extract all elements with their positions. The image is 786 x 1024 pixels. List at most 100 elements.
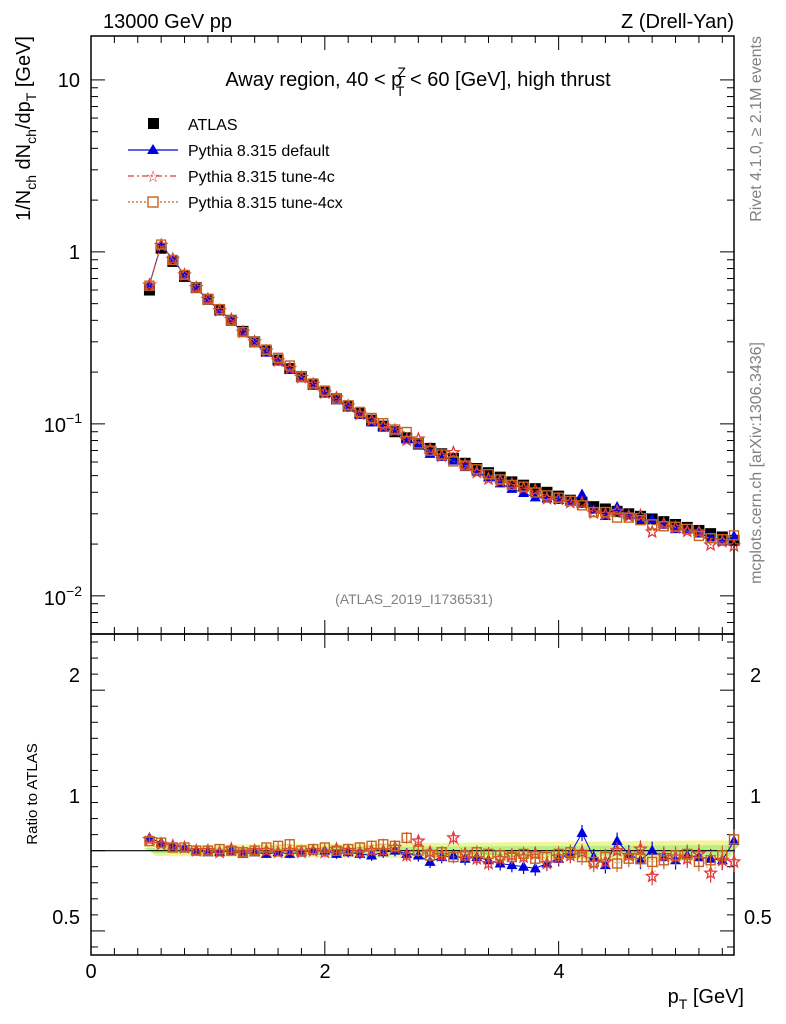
x-tick-label: 4 xyxy=(553,961,564,983)
x-tick-label: 0 xyxy=(85,961,96,983)
series-point-ratio xyxy=(611,835,623,846)
series-point-ratio xyxy=(249,845,260,856)
series-point-ratio xyxy=(191,845,202,856)
legend-label: Pythia 8.315 tune-4c xyxy=(188,169,335,186)
series-point-main xyxy=(424,445,436,456)
main-data-marks xyxy=(142,237,742,553)
series-point-ratio xyxy=(483,848,494,860)
legend-marker-tune4cx xyxy=(147,196,159,208)
series-point-ratio xyxy=(179,842,190,853)
series-point-ratio xyxy=(307,843,319,855)
legend-label: Pythia 8.315 tune-4cx xyxy=(188,195,343,212)
y-tick-label: 1 xyxy=(69,242,80,264)
series-point-main xyxy=(272,352,284,364)
y-tick-labels: 10−2 10−1 1 10 xyxy=(44,70,82,610)
series-point-main xyxy=(576,500,588,511)
legend: ATLAS Pythia 8.315 default ☆ Pythia 8.31… xyxy=(128,117,343,212)
ratio-tick-label: 0.5 xyxy=(52,907,80,929)
series-point-main xyxy=(144,280,155,291)
legend-label: ATLAS xyxy=(188,117,238,134)
series-point-main xyxy=(237,326,249,338)
ratio-tick-label: 1 xyxy=(69,786,80,808)
series-point-main xyxy=(518,487,530,498)
series-point-ratio xyxy=(471,847,482,858)
series-point-ratio xyxy=(588,856,599,868)
series-point-ratio xyxy=(446,830,461,845)
series-point-main xyxy=(670,521,681,532)
series-point-main xyxy=(459,460,471,471)
series-point-ratio xyxy=(436,847,447,858)
axis-ticks xyxy=(90,36,734,955)
y-tick-label: 10 xyxy=(58,70,80,92)
series-point-ratio xyxy=(144,835,155,847)
series-point-main xyxy=(576,488,588,499)
series-point-main xyxy=(717,534,728,545)
series-point-ratio xyxy=(553,848,564,860)
series-point-ratio xyxy=(284,839,295,850)
series-point-main xyxy=(483,469,494,480)
atlas-point xyxy=(576,496,588,508)
series-point-ratio xyxy=(611,858,623,869)
series-point-ratio xyxy=(261,842,272,853)
series-point-ratio xyxy=(623,853,634,864)
side-label-top: Rivet 4.1.0, ≥ 2.1M events xyxy=(748,36,765,222)
series-point-main xyxy=(366,412,377,424)
series-point-main xyxy=(728,530,740,541)
series-point-ratio xyxy=(646,856,658,868)
series-point-ratio xyxy=(214,843,225,855)
series-point-main xyxy=(214,303,225,315)
series-point-main xyxy=(553,492,564,503)
series-point-ratio xyxy=(366,840,377,852)
series-point-ratio xyxy=(401,832,412,844)
series-line-main xyxy=(148,244,735,547)
series-point-ratio xyxy=(726,854,742,869)
series-point-ratio xyxy=(644,868,660,883)
series-point-main xyxy=(658,521,670,532)
series-point-main xyxy=(202,294,214,305)
series-point-main xyxy=(331,393,342,404)
series-point-main xyxy=(728,530,740,541)
series-point-main xyxy=(691,524,707,539)
series-line-main xyxy=(148,243,735,543)
x-axis-label: pT [GeV] xyxy=(668,986,744,1012)
series-point-main xyxy=(635,514,646,526)
series-point-main xyxy=(609,503,625,518)
series-point-main xyxy=(693,530,705,542)
series-point-ratio xyxy=(237,847,249,858)
ratio-data-marks xyxy=(142,824,742,886)
series-point-main xyxy=(448,456,459,467)
series-point-main xyxy=(354,406,366,418)
series-point-main xyxy=(296,371,307,382)
series-point-ratio xyxy=(565,847,576,858)
series-point-main xyxy=(600,506,611,518)
ratio-y-axis-label: Ratio to ATLAS xyxy=(24,743,41,844)
series-point-main xyxy=(644,524,660,539)
series-point-main xyxy=(506,482,518,493)
series-point-main xyxy=(436,449,447,460)
series-point-ratio xyxy=(529,862,541,873)
y-tick-label: 10−2 xyxy=(44,583,82,610)
series-point-main xyxy=(530,487,541,498)
atlas-point xyxy=(506,476,518,488)
series-point-main xyxy=(541,490,553,501)
series-point-main xyxy=(261,344,272,355)
series-point-ratio xyxy=(155,837,167,848)
atlas-point xyxy=(518,479,530,491)
atlas-point xyxy=(494,471,506,483)
series-point-main xyxy=(319,385,331,396)
ratio-panel-frame xyxy=(90,633,735,956)
series-point-main xyxy=(249,336,260,348)
series-point-main xyxy=(565,495,576,507)
series-point-ratio xyxy=(717,850,728,861)
series-point-main xyxy=(682,523,693,535)
legend-label: Pythia 8.315 default xyxy=(188,143,330,160)
series-point-ratio xyxy=(399,847,415,862)
x-tick-label: 2 xyxy=(319,961,330,983)
legend-marker-atlas xyxy=(148,118,159,129)
series-point-ratio xyxy=(530,853,541,864)
series-point-ratio xyxy=(703,865,719,880)
legend-marker-default xyxy=(147,144,159,154)
series-point-main xyxy=(494,474,506,485)
series-point-ratio xyxy=(448,851,459,863)
